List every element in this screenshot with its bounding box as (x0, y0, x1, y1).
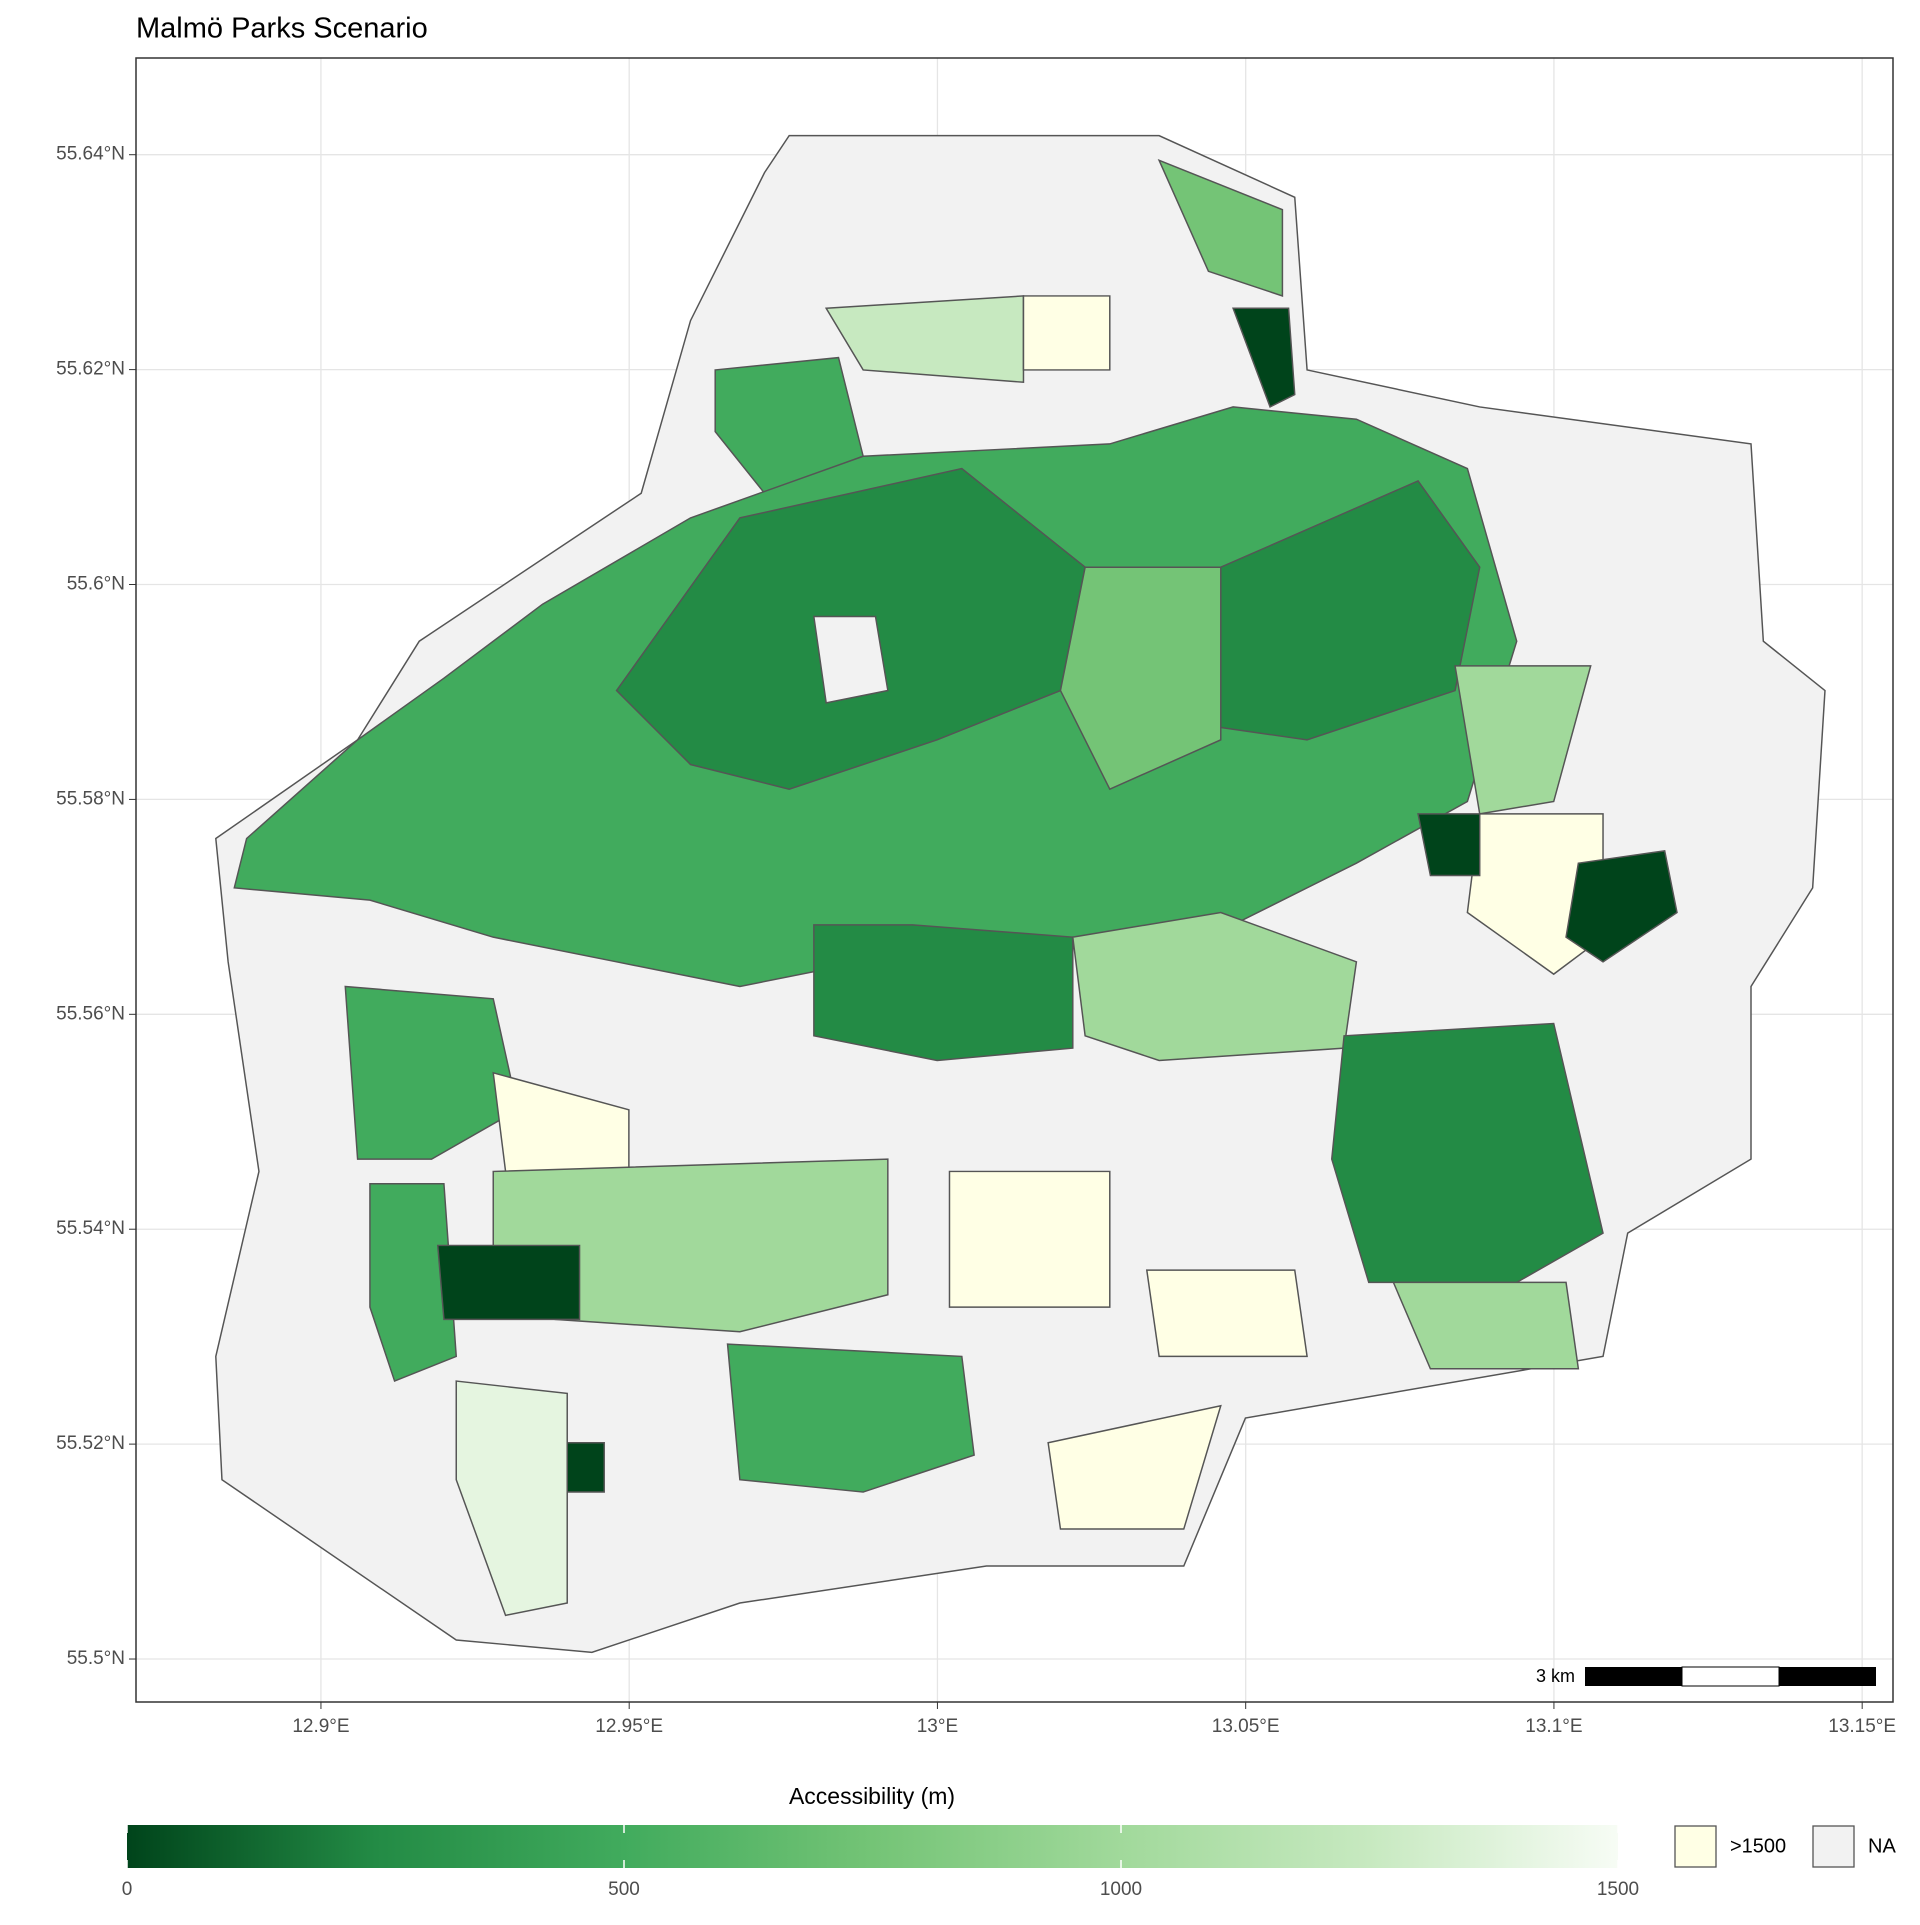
scale-bar (1779, 1667, 1876, 1686)
district (1157, 158, 1284, 297)
map-shapes (215, 134, 1826, 1654)
district (1059, 566, 1222, 791)
legend-key-label: NA (1868, 1835, 1896, 1857)
district (824, 295, 1025, 384)
scale-bar-label: 3 km (1536, 1666, 1575, 1686)
y-tick-label: 55.5°N (67, 1648, 125, 1669)
x-tick-label: 13.05°E (1212, 1716, 1280, 1737)
district (455, 1380, 568, 1617)
colorbar-label: 1500 (1597, 1879, 1639, 1900)
y-tick-label: 55.6°N (67, 574, 125, 595)
x-tick-label: 13.15°E (1828, 1716, 1896, 1737)
district (948, 1170, 1111, 1308)
district (1392, 1281, 1580, 1370)
legend-title: Accessibility (m) (789, 1783, 955, 1809)
district (813, 924, 1074, 1062)
x-tick-label: 13.1°E (1525, 1716, 1582, 1737)
district (1022, 295, 1111, 371)
colorbar (127, 1825, 1618, 1868)
district (436, 1244, 581, 1321)
x-tick-label: 12.9°E (292, 1716, 349, 1737)
district (1417, 813, 1481, 877)
map-title: Malmö Parks Scenario (136, 13, 428, 45)
y-tick-label: 55.56°N (56, 1003, 125, 1024)
y-tick-label: 55.52°N (56, 1433, 125, 1454)
legend-key (1812, 1825, 1855, 1868)
district (1047, 1404, 1222, 1530)
panel-border (135, 57, 1894, 1703)
y-tick-label: 55.62°N (56, 359, 125, 380)
legend-key-label: >1500 (1730, 1835, 1786, 1857)
district (726, 1343, 975, 1493)
colorbar-label: 500 (608, 1879, 640, 1900)
district (1145, 1269, 1308, 1358)
district (1232, 307, 1296, 408)
y-tick-label: 55.58°N (56, 788, 125, 809)
legend-key (1674, 1825, 1717, 1868)
x-tick-label: 13°E (917, 1716, 958, 1737)
district (369, 1183, 458, 1383)
colorbar-label: 0 (122, 1879, 133, 1900)
colorbar-label: 1000 (1100, 1879, 1142, 1900)
district (1454, 665, 1592, 815)
x-tick-label: 12.95°E (595, 1716, 663, 1737)
scale-bar (1585, 1667, 1682, 1686)
y-tick-label: 55.64°N (56, 144, 125, 165)
district (1330, 1022, 1604, 1284)
y-tick-label: 55.54°N (56, 1218, 125, 1239)
district (344, 985, 519, 1160)
district (812, 615, 889, 704)
scale-bar (1681, 1666, 1780, 1687)
district (1565, 850, 1678, 963)
